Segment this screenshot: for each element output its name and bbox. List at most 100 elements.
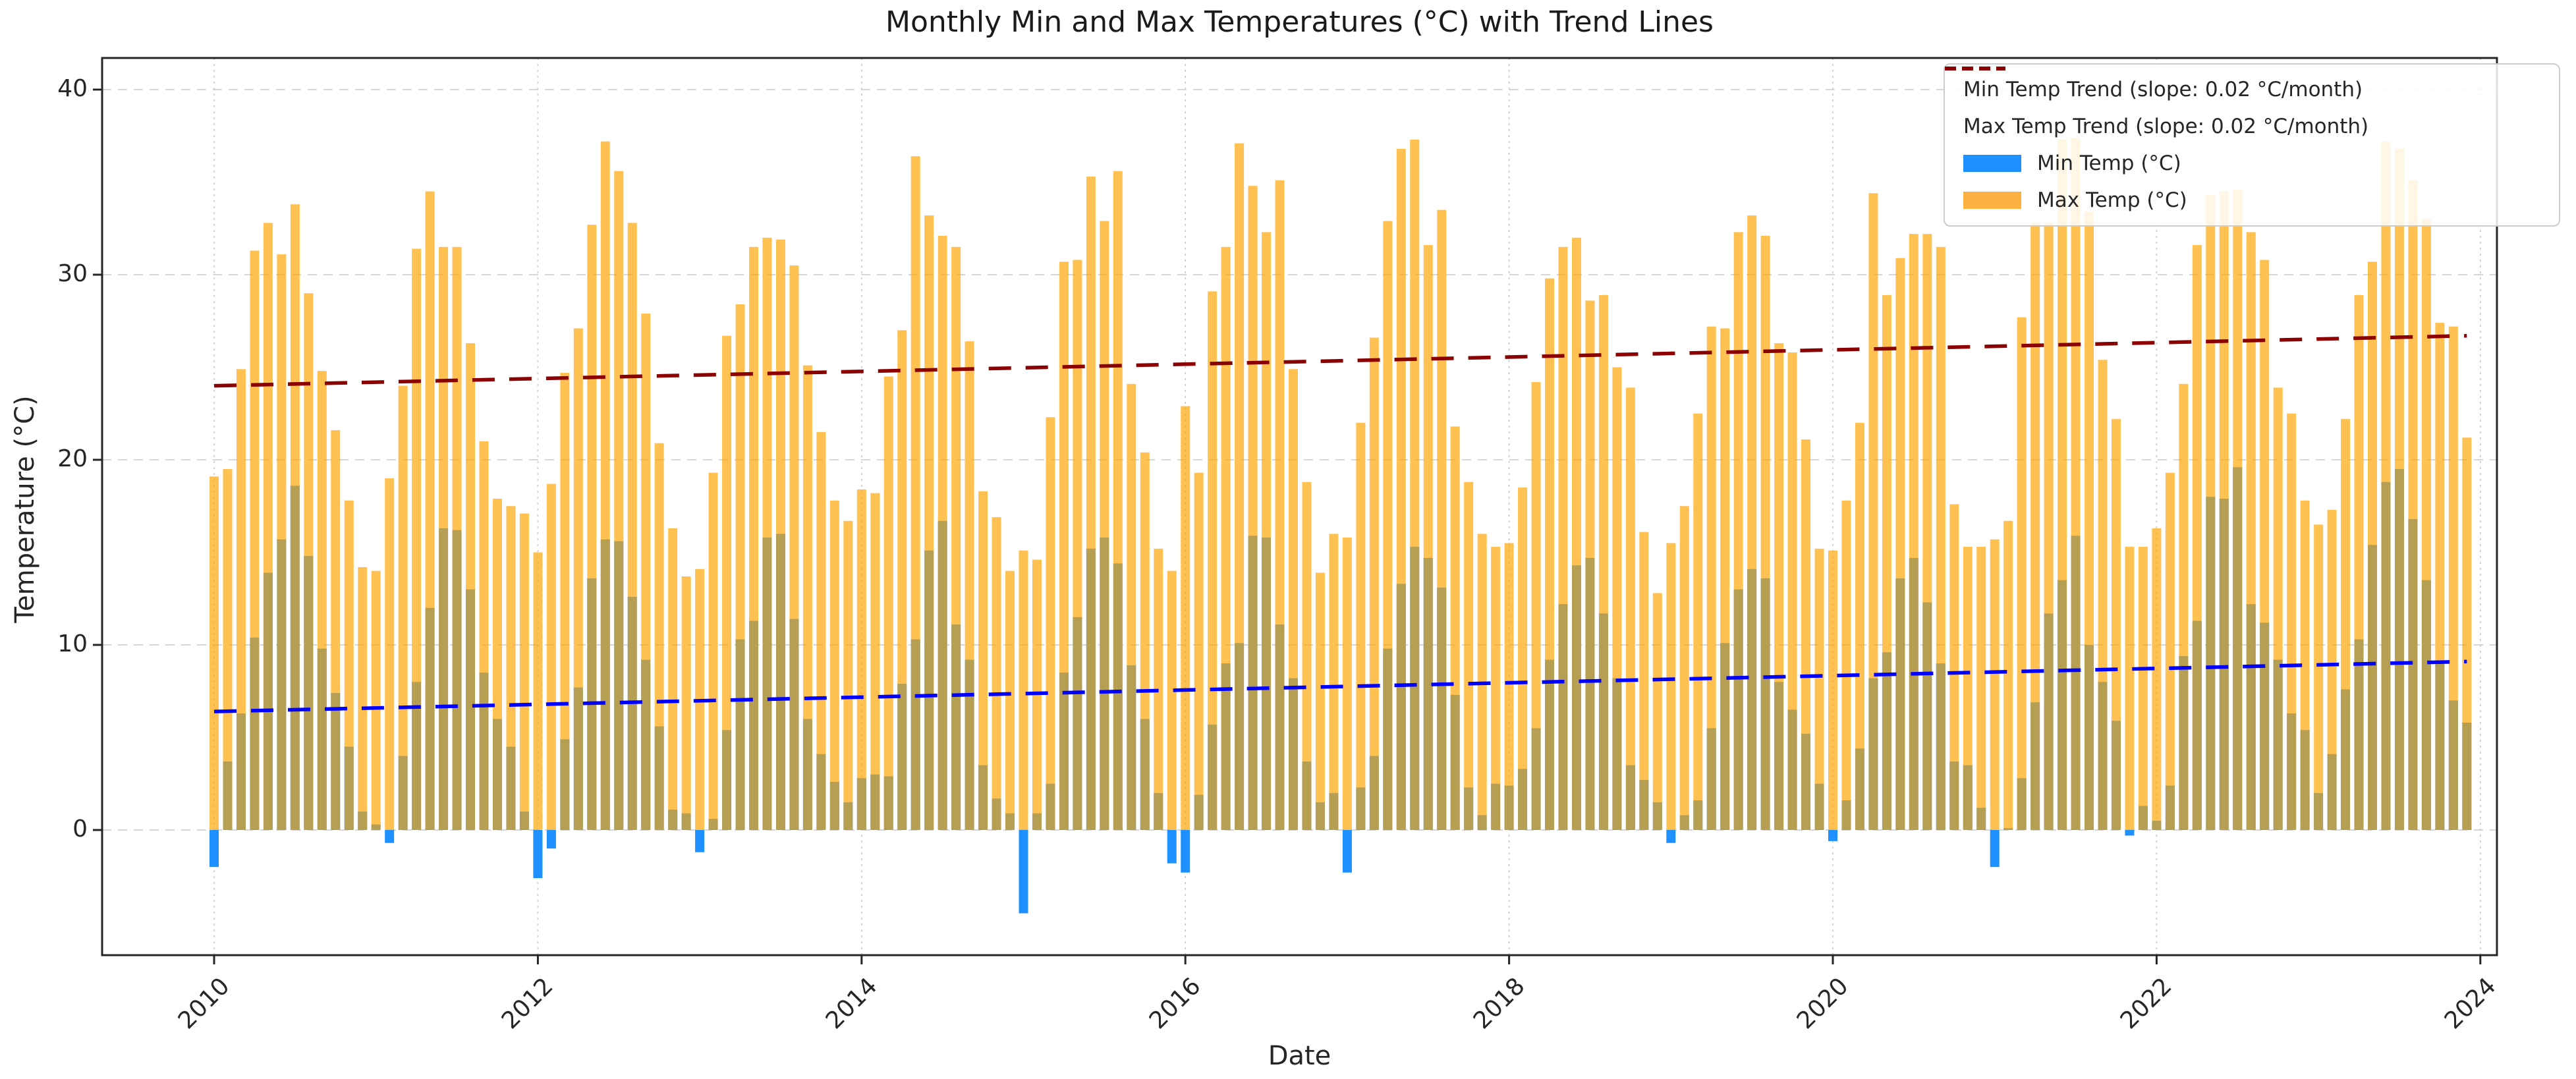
bar-max-2019-6: [1733, 232, 1743, 830]
legend-item-min-temp: Min Temp (°C): [1945, 146, 2559, 180]
legend: Min Temp Trend (slope: 0.02 °C/month) Ma…: [1944, 63, 2560, 227]
bar-max-2016-3: [1208, 291, 1218, 830]
bar-max-2018-12: [1652, 593, 1662, 830]
bar-max-2016-12: [1329, 534, 1339, 830]
bar-max-2020-8: [1922, 234, 1932, 830]
bar-max-2017-9: [1450, 426, 1460, 830]
bar-max-2019-7: [1747, 215, 1757, 831]
legend-label: Max Temp (°C): [2037, 188, 2187, 212]
bar-max-2022-3: [2179, 383, 2189, 830]
bar-max-2018-4: [1545, 278, 1555, 830]
bar-max-2020-12: [1976, 547, 1986, 830]
bar-max-2011-3: [398, 385, 408, 830]
bar-max-2011-1: [371, 570, 381, 830]
bar-max-2017-10: [1464, 482, 1474, 830]
bar-max-2012-8: [627, 223, 637, 830]
bar-min-2011-2: [385, 830, 395, 843]
bar-max-2015-10: [1140, 452, 1150, 830]
bar-max-2014-7: [938, 235, 947, 830]
bar-max-2022-4: [2192, 245, 2202, 830]
bar-max-2019-3: [1693, 413, 1703, 830]
bar-max-2020-1: [1828, 550, 1837, 830]
bar-max-2021-3: [2017, 317, 2027, 830]
bar-max-2012-12: [681, 576, 691, 830]
bar-max-2010-10: [331, 430, 341, 830]
bar-max-2012-7: [614, 171, 624, 830]
bar-max-2023-6: [2381, 141, 2391, 831]
bar-max-2016-11: [1315, 572, 1325, 830]
bar-max-2020-10: [1949, 504, 1959, 830]
bar-max-2023-8: [2408, 180, 2418, 830]
max-trend-dashed-line-icon: [1945, 67, 2005, 70]
bar-max-2010-8: [304, 293, 314, 831]
bar-max-2019-12: [1814, 548, 1824, 830]
bar-max-2011-10: [492, 499, 502, 830]
bar-max-2019-10: [1787, 352, 1797, 830]
bar-max-2012-4: [573, 328, 583, 830]
bar-max-2012-6: [600, 141, 610, 831]
y-tick-label-40: 40: [57, 75, 88, 102]
bar-max-2013-8: [789, 265, 799, 830]
bar-max-2023-3: [2341, 419, 2351, 830]
bar-min-2013-1: [695, 830, 705, 852]
bar-max-2014-3: [883, 376, 893, 830]
max-temp-trend-line: [213, 333, 2467, 388]
bar-max-2021-9: [2098, 360, 2108, 830]
bar-max-2011-8: [466, 343, 476, 830]
bar-max-2020-3: [1855, 422, 1864, 830]
bar-max-2010-9: [317, 371, 327, 830]
bar-max-2022-6: [2219, 191, 2229, 830]
y-axis-label: Temperature (°C): [10, 395, 40, 623]
bar-max-2021-5: [2044, 223, 2054, 830]
bar-min-2010-1: [210, 830, 219, 868]
bar-max-2016-4: [1221, 246, 1231, 831]
bar-max-2023-2: [2327, 509, 2337, 830]
bar-max-2018-1: [1504, 543, 1514, 830]
bar-max-2017-2: [1356, 422, 1366, 830]
bar-max-2016-6: [1248, 186, 1258, 830]
legend-item-min-trend: Min Temp Trend (slope: 0.02 °C/month): [1945, 67, 2559, 107]
x-axis-label: Date: [1268, 1041, 1331, 1071]
bar-max-2013-3: [722, 335, 732, 831]
bar-max-2018-5: [1558, 246, 1568, 831]
bar-max-2013-5: [749, 246, 758, 831]
bar-max-2016-10: [1302, 482, 1312, 830]
bar-min-2017-1: [1342, 830, 1352, 873]
max-temp-swatch: [1963, 192, 2021, 209]
bar-max-2015-3: [1046, 417, 1055, 830]
bar-min-2016-1: [1181, 830, 1190, 873]
bar-max-2017-3: [1369, 337, 1379, 830]
bar-max-2019-9: [1774, 343, 1784, 830]
bar-max-2021-6: [2058, 139, 2067, 830]
bar-min-2019-1: [1666, 830, 1676, 843]
bar-max-2022-7: [2233, 189, 2243, 830]
bar-max-2018-7: [1585, 300, 1595, 831]
axis-ticks: [93, 88, 2482, 964]
bar-max-2017-12: [1491, 547, 1501, 830]
bar-max-2018-11: [1639, 532, 1649, 830]
bar-max-2015-7: [1100, 221, 1109, 830]
bar-max-2011-7: [452, 246, 462, 831]
bar-max-2011-4: [412, 248, 422, 830]
bar-max-2014-4: [897, 330, 907, 830]
bar-max-2017-7: [1423, 245, 1433, 830]
chart-title: Monthly Min and Max Temperatures (°C) wi…: [885, 5, 1714, 39]
bar-max-2010-11: [344, 500, 354, 830]
min-temp-trend-line: [213, 659, 2467, 713]
bar-max-2021-8: [2085, 211, 2094, 831]
bar-max-2014-1: [856, 489, 866, 830]
bar-max-2023-1: [2314, 524, 2324, 830]
bar-max-2023-12: [2462, 437, 2472, 830]
bar-max-2014-6: [924, 215, 934, 831]
bar-min-2021-1: [1990, 830, 2000, 868]
y-tick-label-30: 30: [57, 260, 88, 287]
bar-max-2012-3: [560, 372, 570, 830]
bar-max-2017-6: [1410, 139, 1420, 830]
bar-max-2010-3: [236, 369, 246, 830]
bar-max-2016-1: [1181, 406, 1190, 830]
bar-max-2021-12: [2138, 547, 2148, 830]
bar-max-2023-10: [2435, 323, 2445, 830]
bar-max-2022-8: [2246, 232, 2256, 830]
bar-max-2023-7: [2394, 148, 2404, 830]
bar-max-2019-8: [1760, 235, 1770, 830]
